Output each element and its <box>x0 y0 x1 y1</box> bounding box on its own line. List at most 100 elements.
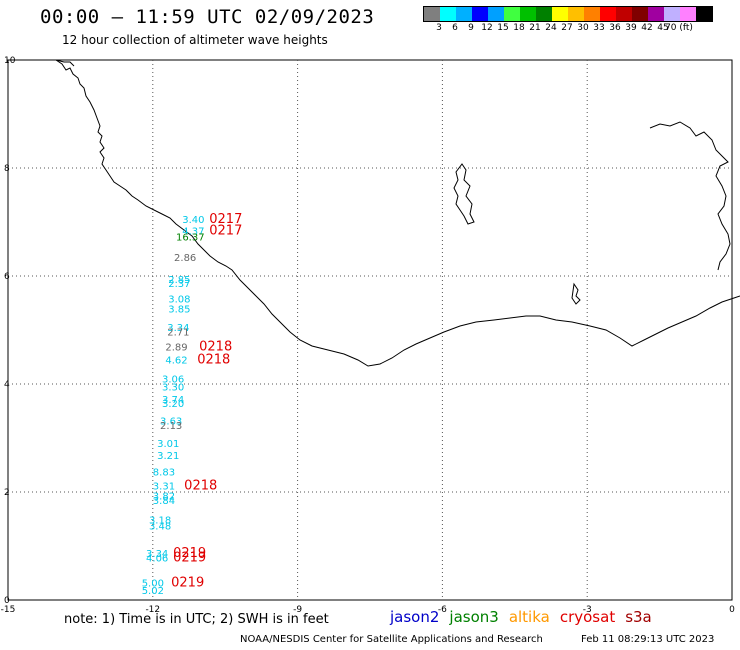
colorbar-swatch <box>648 7 664 21</box>
swh-value: 2.71 <box>167 327 189 338</box>
colorbar-swatch <box>584 7 600 21</box>
colorbar-swatch <box>440 7 456 21</box>
colorbar-label: 24 <box>545 23 557 33</box>
legend-jason3: jason3 <box>449 608 499 626</box>
swh-value: 3.30 <box>162 382 184 393</box>
pass-time-label: 0217 <box>209 223 242 238</box>
y-tick-label: 4 <box>4 380 10 390</box>
swh-value: 3.21 <box>157 451 179 462</box>
map-subtitle: 12 hour collection of altimeter wave hei… <box>62 33 328 47</box>
colorbar-swatch <box>424 7 440 21</box>
swh-value: 3.84 <box>153 496 175 507</box>
swh-value: 3.63 <box>160 417 182 428</box>
footer-credit: NOAA/NESDIS Center for Satellite Applica… <box>240 634 543 645</box>
swh-value: 3.34 <box>167 323 189 334</box>
coastlines <box>55 59 740 367</box>
colorbar-swatch <box>552 7 568 21</box>
colorbar-label: 12 <box>481 23 493 33</box>
swh-observations: 3.404.3716.372.862.852.373.083.853.342.7… <box>142 215 205 597</box>
coastline-west-africa <box>55 59 740 367</box>
swh-value: 3.85 <box>168 305 190 316</box>
colorbar-label: 33 <box>593 23 605 33</box>
colorbar-swatch <box>472 7 488 21</box>
y-tick-label: 6 <box>4 272 10 282</box>
y-tick-label: 0 <box>4 596 10 606</box>
swh-value: 4.06 <box>146 554 168 565</box>
swh-value: 2.37 <box>168 279 190 290</box>
footer-timestamp: Feb 11 08:29:13 UTC 2023 <box>581 634 715 645</box>
swh-value: 2.85 <box>168 275 190 286</box>
colorbar-swatch <box>536 7 552 21</box>
colorbar-swatch <box>696 7 712 21</box>
x-tick-label: -9 <box>293 605 302 615</box>
y-tick-label: 10 <box>4 56 16 66</box>
coastline-inlet-river <box>55 59 75 67</box>
colorbar-label: 3 <box>436 23 442 33</box>
colorbar-label: 9 <box>468 23 474 33</box>
x-tick-label: 0 <box>729 605 735 615</box>
colorbar-label: 27 <box>561 23 573 33</box>
swh-value: 3.34 <box>146 549 168 560</box>
colorbar-label: 42 <box>641 23 653 33</box>
lake-volta-outline <box>453 163 475 225</box>
colorbar-label: 45 <box>657 23 669 33</box>
colorbar-label: 70 (ft) <box>665 23 693 33</box>
swh-value: 4.62 <box>165 355 187 366</box>
colorbar-label: 15 <box>497 23 509 33</box>
swh-value: 5.00 <box>142 579 164 590</box>
pass-time-label: 0219 <box>171 576 204 591</box>
satellite-legend: jason2 jason3 altika cryosat s3a <box>390 608 652 626</box>
colorbar-label: 6 <box>452 23 458 33</box>
colorbar-label: 39 <box>625 23 637 33</box>
legend-jason2: jason2 <box>390 608 440 626</box>
x-tick-label: -3 <box>583 605 592 615</box>
legend-altika: altika <box>508 608 550 626</box>
y-tick-label: 2 <box>4 488 10 498</box>
map-title: 00:00 – 11:59 UTC 02/09/2023 <box>40 6 375 28</box>
swh-value: 3.06 <box>162 374 184 385</box>
x-tick-label: -12 <box>145 605 160 615</box>
colorbar-swatch <box>680 7 696 21</box>
colorbar-label: 30 <box>577 23 589 33</box>
x-tick-label: -15 <box>1 605 16 615</box>
colorbar-swatch <box>632 7 648 21</box>
wave-height-colorbar <box>423 6 713 22</box>
river-outline <box>649 121 731 271</box>
colorbar-swatch <box>600 7 616 21</box>
pass-time-label: 0218 <box>199 340 232 355</box>
colorbar-swatch <box>616 7 632 21</box>
swh-value: 3.01 <box>157 439 179 450</box>
swh-value: 2.13 <box>160 421 182 432</box>
swh-value: 3.40 <box>182 215 204 226</box>
pass-time-label: 0218 <box>184 478 217 493</box>
colorbar-label: 18 <box>513 23 525 33</box>
swh-value: 2.89 <box>165 343 187 354</box>
legend-cryosat: cryosat <box>559 608 616 626</box>
colorbar-swatch <box>488 7 504 21</box>
colorbar-swatch <box>456 7 472 21</box>
swh-value: 5.02 <box>142 586 164 597</box>
swh-value: 3.48 <box>149 521 171 532</box>
swh-value: 16.37 <box>176 232 205 243</box>
colorbar-swatch <box>504 7 520 21</box>
footer-note: note: 1) Time is in UTC; 2) SWH is in fe… <box>64 612 329 627</box>
colorbar-swatch <box>664 7 680 21</box>
swh-value: 3.20 <box>162 399 184 410</box>
map-frame <box>7 59 733 601</box>
colorbar-labels: 3 6 9 12 15 18 21 24 27 30 33 36 39 42 45 70 (ft) <box>423 23 740 35</box>
y-tick-label: 8 <box>4 164 10 174</box>
swh-value: 4.37 <box>182 226 204 237</box>
x-tick-label: -6 <box>438 605 447 615</box>
pass-time-label: 0217 <box>209 212 242 227</box>
axis-ticks: -15 -12 -9 -6 -3 0 10 8 6 4 2 0 <box>1 56 735 615</box>
colorbar-label: 21 <box>529 23 541 33</box>
swh-value: 3.74 <box>162 395 184 406</box>
pass-time-label: 0219 <box>173 551 206 566</box>
swh-value: 3.31 <box>153 481 175 492</box>
pass-time-label: 0218 <box>197 352 230 367</box>
map-grid <box>7 59 733 601</box>
swh-value: 3.08 <box>168 294 190 305</box>
swh-value: 3.82 <box>153 492 175 503</box>
